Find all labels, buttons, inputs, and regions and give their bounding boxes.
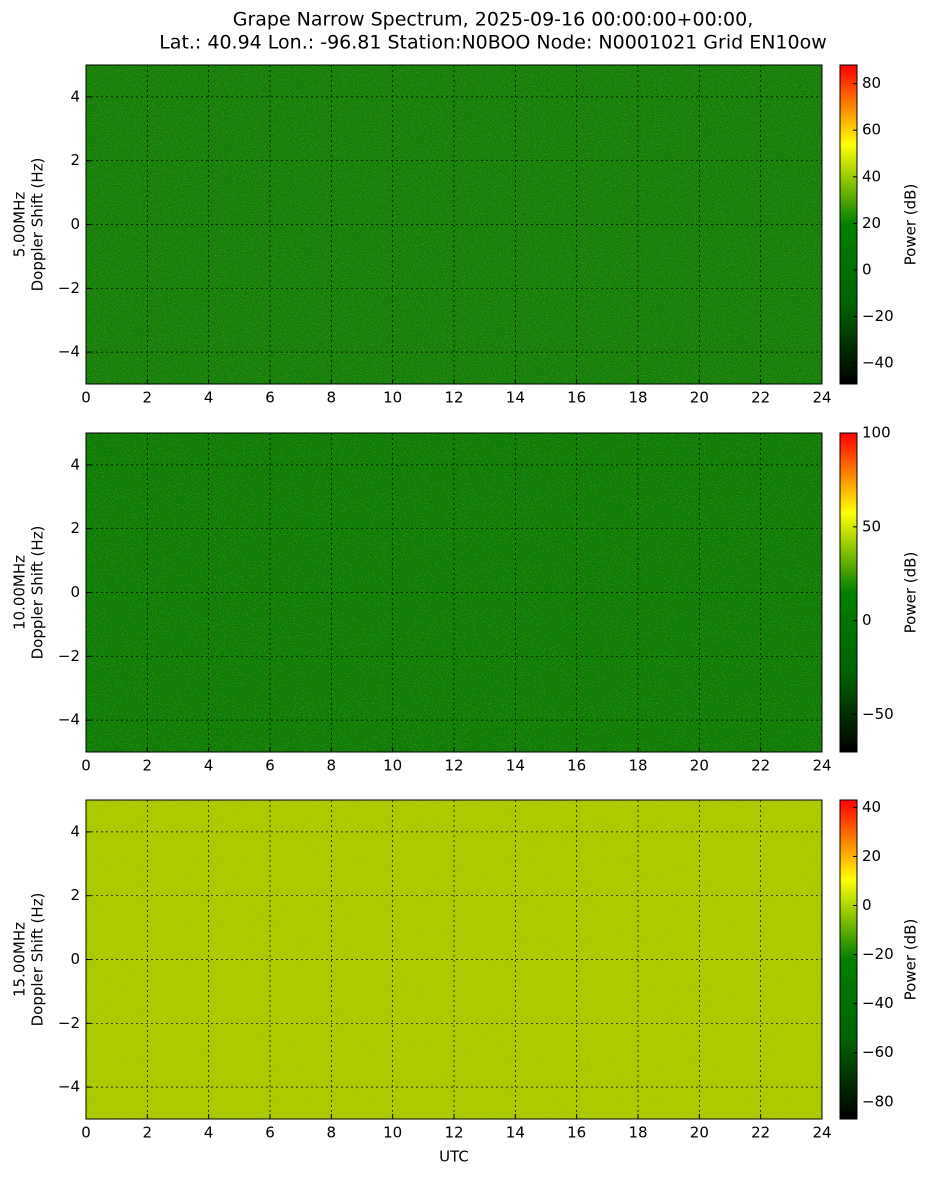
x-tick-label: 12 bbox=[444, 1124, 463, 1142]
colorbar-tick-label: −80 bbox=[862, 1092, 894, 1110]
x-tick-label: 22 bbox=[751, 389, 770, 407]
x-tick-label: 6 bbox=[265, 757, 275, 775]
y-tick-label: 2 bbox=[70, 519, 80, 537]
x-tick-label: 20 bbox=[690, 1124, 709, 1142]
x-tick-label: 12 bbox=[444, 389, 463, 407]
x-tick-label: 14 bbox=[506, 389, 525, 407]
colorbar bbox=[839, 64, 858, 385]
colorbar-tick-label: −60 bbox=[862, 1043, 894, 1061]
y-tick-label: −4 bbox=[58, 1078, 80, 1096]
x-tick-label: 10 bbox=[383, 757, 402, 775]
plot-frame bbox=[85, 64, 823, 385]
colorbar-tick-label: −20 bbox=[862, 307, 894, 325]
y-axis-label: 5.00MHz bbox=[11, 192, 29, 258]
x-tick-label: 0 bbox=[81, 389, 91, 407]
colorbar-tick-label: 20 bbox=[862, 847, 881, 865]
x-tick-label: 6 bbox=[265, 389, 275, 407]
x-tick-label: 0 bbox=[81, 757, 91, 775]
y-tick-label: −4 bbox=[58, 711, 80, 729]
title-line: Lat.: 40.94 Lon.: -96.81 Station:N0BOO N… bbox=[159, 32, 827, 54]
colorbar-tick-label: 40 bbox=[862, 167, 881, 185]
x-tick-label: 20 bbox=[690, 389, 709, 407]
x-tick-label: 10 bbox=[383, 389, 402, 407]
x-tick-label: 16 bbox=[567, 389, 586, 407]
colorbar-label: Power (dB) bbox=[902, 184, 920, 266]
y-tick-label: −2 bbox=[58, 279, 80, 297]
title-line: Grape Narrow Spectrum, 2025-09-16 00:00:… bbox=[233, 9, 754, 31]
x-axis-label: UTC bbox=[439, 1148, 469, 1166]
colorbar bbox=[839, 432, 858, 753]
y-tick-label: 0 bbox=[70, 215, 80, 233]
x-tick-label: 18 bbox=[628, 757, 647, 775]
colorbar-tick-label: 50 bbox=[862, 517, 881, 535]
colorbar-tick-label: 0 bbox=[862, 611, 872, 629]
x-tick-label: 16 bbox=[567, 1124, 586, 1142]
x-tick-label: 20 bbox=[690, 757, 709, 775]
x-tick-label: 14 bbox=[506, 757, 525, 775]
y-axis-label: Doppler Shift (Hz) bbox=[29, 158, 47, 292]
x-tick-label: 8 bbox=[327, 1124, 337, 1142]
colorbar-tick-label: 100 bbox=[862, 424, 891, 442]
y-tick-label: 0 bbox=[70, 950, 80, 968]
y-tick-label: 4 bbox=[70, 822, 80, 840]
colorbar-label: Power (dB) bbox=[902, 919, 920, 1001]
x-tick-label: 24 bbox=[812, 757, 831, 775]
colorbar-tick-label: 20 bbox=[862, 214, 881, 232]
y-tick-label: 4 bbox=[70, 87, 80, 105]
x-tick-label: 4 bbox=[204, 1124, 214, 1142]
y-axis-label: Doppler Shift (Hz) bbox=[29, 526, 47, 660]
x-tick-label: 18 bbox=[628, 1124, 647, 1142]
x-tick-label: 2 bbox=[143, 757, 153, 775]
x-tick-label: 22 bbox=[751, 1124, 770, 1142]
colorbar-tick-label: −40 bbox=[862, 994, 894, 1012]
y-axis-label: Doppler Shift (Hz) bbox=[29, 893, 47, 1027]
x-tick-label: 18 bbox=[628, 389, 647, 407]
x-tick-label: 10 bbox=[383, 1124, 402, 1142]
y-tick-label: 2 bbox=[70, 151, 80, 169]
x-tick-label: 6 bbox=[265, 1124, 275, 1142]
colorbar bbox=[839, 799, 858, 1120]
colorbar-tick-label: 40 bbox=[862, 798, 881, 816]
plot-frame bbox=[85, 432, 823, 753]
y-axis-label: 10.00MHz bbox=[11, 555, 29, 630]
x-tick-label: 8 bbox=[327, 389, 337, 407]
colorbar-tick-label: −40 bbox=[862, 354, 894, 372]
colorbar-tick-label: 60 bbox=[862, 121, 881, 139]
colorbar-tick-label: 0 bbox=[862, 896, 872, 914]
x-tick-label: 0 bbox=[81, 1124, 91, 1142]
colorbar-tick-label: −50 bbox=[862, 705, 894, 723]
plot-frame bbox=[85, 799, 823, 1120]
y-tick-label: 2 bbox=[70, 886, 80, 904]
x-tick-label: 2 bbox=[143, 389, 153, 407]
x-tick-label: 14 bbox=[506, 1124, 525, 1142]
x-tick-label: 2 bbox=[143, 1124, 153, 1142]
x-tick-label: 24 bbox=[812, 1124, 831, 1142]
colorbar-label: Power (dB) bbox=[902, 552, 920, 634]
y-tick-label: −4 bbox=[58, 343, 80, 361]
colorbar-tick-label: −20 bbox=[862, 945, 894, 963]
x-tick-label: 8 bbox=[327, 757, 337, 775]
x-tick-label: 4 bbox=[204, 757, 214, 775]
colorbar-tick-label: 80 bbox=[862, 74, 881, 92]
x-tick-label: 22 bbox=[751, 757, 770, 775]
colorbar-tick-label: 0 bbox=[862, 260, 872, 278]
x-tick-label: 24 bbox=[812, 389, 831, 407]
y-tick-label: 4 bbox=[70, 455, 80, 473]
y-tick-label: 0 bbox=[70, 583, 80, 601]
y-tick-label: −2 bbox=[58, 647, 80, 665]
y-tick-label: −2 bbox=[58, 1014, 80, 1032]
x-tick-label: 4 bbox=[204, 389, 214, 407]
y-axis-label: 15.00MHz bbox=[11, 922, 29, 997]
x-tick-label: 12 bbox=[444, 757, 463, 775]
x-tick-label: 16 bbox=[567, 757, 586, 775]
